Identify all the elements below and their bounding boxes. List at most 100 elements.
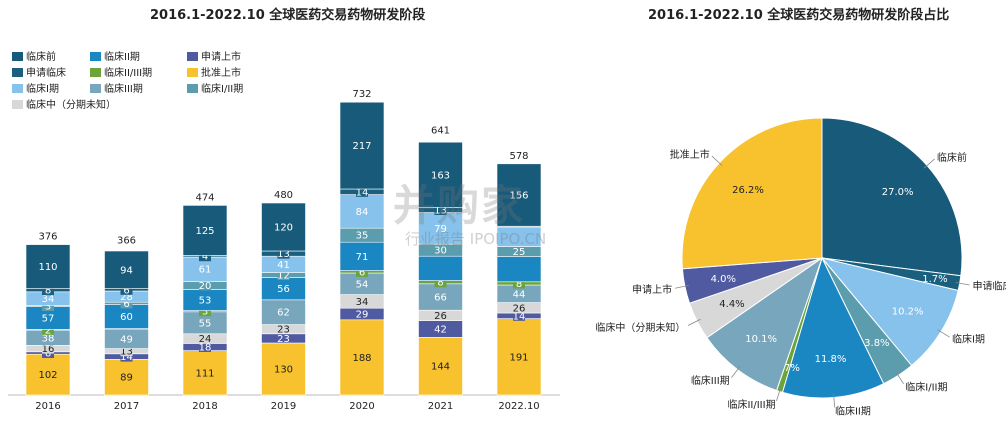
bar-label-bg — [434, 277, 447, 288]
bar-label-bg — [42, 343, 54, 354]
bar-label-bg — [356, 266, 368, 277]
bar-segment-label: 26 — [434, 311, 447, 322]
legend-label: 临床III期 — [104, 84, 143, 95]
legend-swatch — [12, 100, 23, 109]
bar-segment-label: 3 — [45, 302, 51, 313]
bar-segment-label: 23 — [277, 334, 290, 345]
bar-segment-label: 54 — [356, 279, 369, 290]
legend-item: 临床II期 — [90, 52, 140, 64]
bar-segment-label: 2 — [45, 325, 51, 336]
bar-segment-label: 53 — [199, 296, 212, 307]
x-tick-label: 2021 — [428, 401, 453, 412]
bar-segment-label: 13 — [434, 206, 447, 217]
bar-label-bg — [199, 342, 211, 352]
pie-percent-label: 0.7% — [774, 363, 799, 374]
legend-label: 临床I期 — [26, 84, 59, 95]
legend-swatch — [90, 68, 101, 77]
bar-segment-label: 16 — [42, 344, 55, 355]
bar-segment — [261, 342, 306, 396]
bar-segment — [339, 319, 385, 396]
bar-segment-label: 66 — [434, 293, 447, 304]
pie-leader-line — [731, 366, 741, 378]
bar-total-label: 480 — [274, 190, 293, 201]
bar-segment-label: 57 — [42, 314, 55, 325]
bar-segment-label: 6 — [359, 267, 365, 278]
pie-category-label: 临床III期 — [691, 374, 730, 387]
bar-segment-label: 102 — [38, 370, 57, 381]
bar-segment — [339, 241, 385, 271]
legend-swatch — [12, 84, 23, 93]
bar-label-bg — [120, 346, 133, 357]
bar-segment-label: 34 — [356, 297, 369, 308]
legend-item: 临床前 — [12, 52, 56, 64]
bar-segment-label: 55 — [199, 318, 212, 329]
pie-percent-label: 26.2% — [732, 185, 764, 196]
bar-segment-label: 23 — [277, 325, 290, 336]
bar-segment — [182, 350, 228, 396]
bar-segment-label: 8 — [437, 278, 443, 289]
pie-leader-line — [711, 155, 723, 166]
bar-segment-label: 8 — [516, 279, 522, 290]
bar-label-bg — [356, 186, 368, 197]
pie-category-label: 申请上市 — [632, 283, 672, 296]
bar-segment-label: 130 — [274, 365, 293, 376]
bar-segment-label: 12 — [277, 271, 290, 282]
pie-percent-label: 11.8% — [815, 354, 847, 365]
pie-chart-title: 2016.1-2022.10 全球医药交易药物研发阶段占比 — [648, 8, 950, 23]
pie-category-label: 临床前 — [937, 151, 967, 164]
legend-swatch — [90, 52, 101, 61]
bar-segment-label: 41 — [277, 260, 290, 271]
bar-segment — [339, 194, 385, 229]
pie-percent-label: 4.4% — [719, 299, 744, 310]
bar-segment-label: 111 — [195, 368, 214, 379]
pie-percent-label: 27.0% — [882, 187, 914, 198]
bar-segment-label: 84 — [356, 207, 369, 218]
legend-swatch — [90, 84, 101, 93]
bar-chart: 1026163825733481103762016891413496062869… — [8, 89, 560, 412]
bar-segment — [418, 337, 463, 396]
bar-segment — [339, 101, 385, 190]
legend-item: 临床I/II期 — [187, 84, 243, 96]
pie-category-label: 临床I期 — [952, 333, 985, 346]
bar-label-bg — [42, 324, 54, 335]
bar-segment-label: 35 — [356, 231, 369, 242]
pie-leader-line — [833, 393, 836, 408]
bar-segment-label: 144 — [431, 362, 450, 373]
bar-segment-label: 26 — [513, 303, 526, 314]
bar-total-label: 641 — [431, 126, 450, 137]
legend-item: 批准上市 — [187, 68, 241, 80]
pie-category-label: 临床II/III期 — [727, 398, 775, 411]
x-tick-label: 2022.10 — [498, 401, 539, 412]
bar-segment-label: 13 — [120, 347, 133, 358]
pie-leader-line — [674, 285, 689, 289]
bar-label-bg — [42, 301, 54, 311]
bar-segment — [104, 304, 149, 329]
pie-leader-line — [895, 371, 904, 385]
bar-label-bg — [120, 351, 133, 362]
legend-label: 临床I/II期 — [201, 84, 244, 95]
bar-segment — [104, 359, 149, 396]
bar-segment-label: 25 — [513, 247, 526, 258]
watermark-brand: 并购家 — [393, 181, 526, 230]
bar-segment-label: 4 — [202, 252, 208, 263]
legend-swatch — [12, 68, 23, 77]
bar-total-label: 732 — [352, 89, 371, 100]
bar-label-bg — [434, 205, 447, 215]
pie-leader-line — [776, 387, 782, 402]
legend-swatch — [187, 52, 198, 61]
legend-swatch — [187, 84, 198, 93]
legend-label: 申请上市 — [201, 52, 241, 63]
bar-segment — [418, 283, 463, 311]
pie-chart: 27.0% 临床前 1.7% 申请临床 10.2% 临床I期 3.8% 临床I/II期 11.8… — [595, 117, 1006, 417]
bar-segment — [25, 353, 71, 396]
bar-label-bg — [199, 280, 211, 291]
bar-chart-title: 2016.1-2022.10 全球医药交易药物研发阶段 — [150, 8, 426, 23]
pie-category-label: 临床I/II期 — [905, 380, 947, 393]
bar-segment-label: 3 — [202, 307, 208, 318]
bar-label-bg — [120, 298, 133, 309]
pie-percent-label: 10.2% — [892, 307, 924, 318]
legend-label: 临床中（分期未知） — [26, 100, 116, 111]
bar-segment-label: 14 — [513, 311, 526, 322]
bar-segment — [261, 202, 306, 252]
